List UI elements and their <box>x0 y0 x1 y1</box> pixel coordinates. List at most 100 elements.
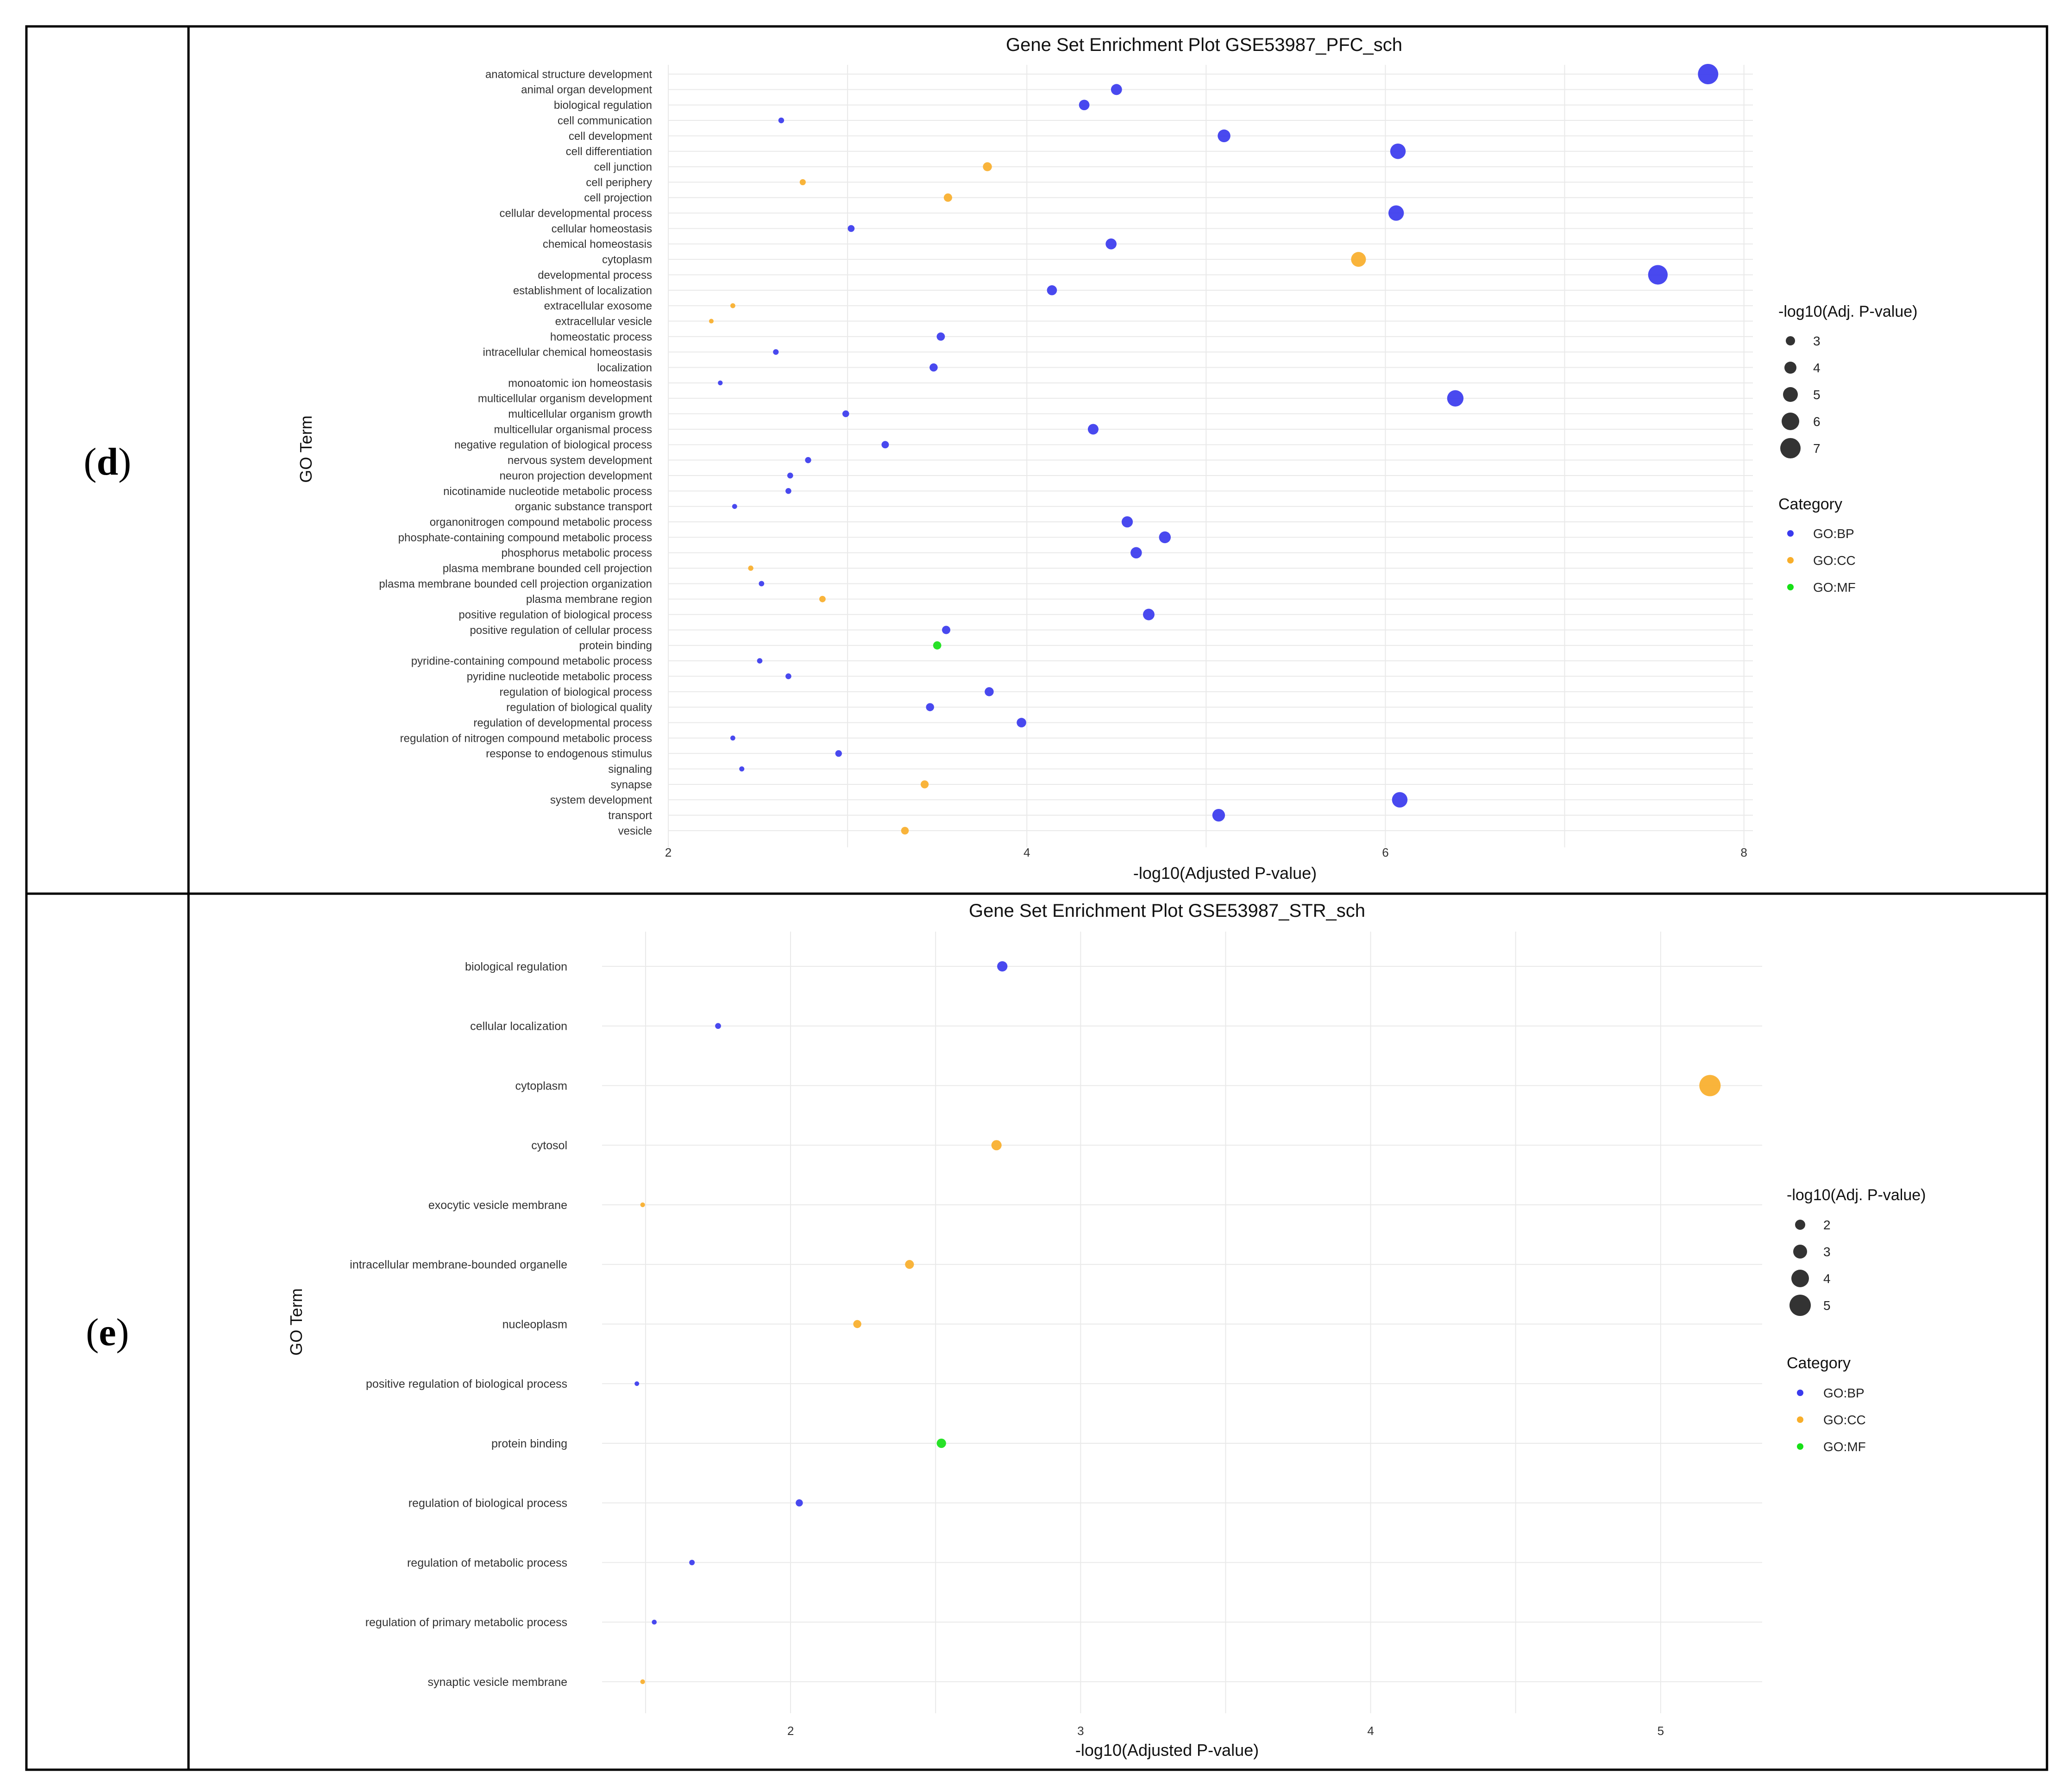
chart-str-color-legend-title: Category <box>1787 1354 1851 1372</box>
data-point <box>1351 252 1366 267</box>
y-tick-label: developmental process <box>538 269 652 282</box>
panel-label-d: (d) <box>84 440 132 483</box>
y-tick-label: nicotinamide nucleotide metabolic proces… <box>443 485 652 498</box>
y-tick-label: cell projection <box>584 192 652 204</box>
y-tick-label: plasma membrane bounded cell projection <box>443 563 652 575</box>
y-tick-label: pyridine nucleotide metabolic process <box>467 670 652 683</box>
chart-str-x-tick-labels: 2 3 4 5 <box>787 1724 1664 1738</box>
data-point <box>718 380 723 386</box>
data-point <box>1648 265 1668 285</box>
chart-str-grid <box>602 932 1762 1713</box>
y-tick-label: intracellular chemical homeostasis <box>483 346 652 359</box>
data-point <box>985 687 994 696</box>
y-tick-label: cellular developmental process <box>499 207 652 220</box>
data-point <box>881 441 889 449</box>
data-point <box>1087 424 1099 435</box>
chart-pfc-grid <box>668 65 1753 847</box>
y-tick-label: multicellular organism development <box>478 393 653 405</box>
chart-str-legend: -log10(Adj. P-value) 2 3 4 5 Category GO:BP… <box>1787 1186 1926 1454</box>
data-point <box>1143 608 1155 620</box>
data-point <box>773 349 779 355</box>
chart-pfc-y-axis-title: GO Term <box>296 415 315 482</box>
chart-pfc-y-tick-labels: anatomical structure development animal o… <box>379 68 652 837</box>
data-point <box>730 303 735 308</box>
data-point <box>920 780 929 789</box>
data-point <box>785 488 791 494</box>
y-tick-label: pyridine-containing compound metabolic p… <box>411 655 652 668</box>
chart-str-color-legend: GO:BP GO:CC GO:MF <box>1797 1386 1866 1454</box>
y-tick-label: multicellular organism growth <box>508 408 652 420</box>
y-tick-label: extracellular vesicle <box>555 315 652 328</box>
y-tick-label: system development <box>550 794 652 807</box>
chart-str-y-axis-title: GO Term <box>287 1288 306 1355</box>
chart-str-x-axis-title: -log10(Adjusted P-value) <box>1075 1741 1259 1760</box>
data-point <box>715 1023 721 1029</box>
y-tick-label: biological regulation <box>465 960 567 973</box>
data-point <box>1699 1075 1721 1096</box>
data-point <box>805 457 811 463</box>
size-legend-label: 6 <box>1813 414 1821 429</box>
category-legend-label: GO:MF <box>1823 1440 1866 1454</box>
y-tick-label: regulation of nitrogen compound metaboli… <box>400 732 652 745</box>
size-legend-label: 3 <box>1813 334 1821 348</box>
x-tick-label: 4 <box>1023 846 1030 859</box>
y-tick-label: extracellular exosome <box>544 300 652 313</box>
size-legend-label: 7 <box>1813 441 1821 456</box>
chart-str-title: Gene Set Enrichment Plot GSE53987_STR_sc… <box>969 901 1365 921</box>
data-point <box>799 179 806 185</box>
size-legend-swatch <box>1789 1295 1811 1316</box>
x-tick-label: 6 <box>1382 846 1388 859</box>
data-point <box>785 673 791 679</box>
data-point <box>709 319 714 324</box>
y-tick-label: neuron projection development <box>499 470 652 482</box>
size-legend-label: 5 <box>1813 388 1821 402</box>
data-point <box>936 1438 946 1448</box>
x-tick-label: 8 <box>1740 846 1747 859</box>
panel-label-e: (e) <box>86 1311 129 1354</box>
data-point <box>991 1140 1002 1151</box>
y-tick-label: biological regulation <box>554 99 652 112</box>
y-tick-label: positive regulation of cellular process <box>470 624 652 637</box>
chart-pfc-color-legend-title: Category <box>1778 495 1842 513</box>
chart-str-size-legend-title: -log10(Adj. P-value) <box>1787 1186 1926 1204</box>
data-point <box>1447 390 1464 407</box>
data-point <box>819 595 826 602</box>
category-legend-label: GO:CC <box>1823 1413 1866 1427</box>
y-tick-label: positive regulation of biological proces… <box>366 1378 567 1390</box>
data-point <box>1392 792 1408 808</box>
x-tick-label: 5 <box>1658 1724 1664 1738</box>
y-tick-label: regulation of developmental process <box>473 717 652 729</box>
data-point <box>652 1619 657 1625</box>
y-tick-label: cellular localization <box>470 1020 567 1033</box>
y-tick-label: synapse <box>611 778 652 791</box>
y-tick-label: plasma membrane bounded cell projection … <box>379 578 652 590</box>
chart-pfc-size-legend: 3 4 5 6 7 <box>1780 334 1821 458</box>
data-point <box>1388 205 1404 221</box>
y-tick-label: cytoplasm <box>602 254 652 266</box>
data-point <box>640 1202 645 1208</box>
size-legend-swatch <box>1791 1270 1809 1287</box>
y-tick-label: response to endogenous stimulus <box>486 748 652 760</box>
y-tick-label: homeostatic process <box>550 331 652 343</box>
data-point <box>1130 547 1142 559</box>
size-legend-label: 4 <box>1823 1271 1831 1286</box>
y-tick-label: organonitrogen compound metabolic proces… <box>430 516 652 528</box>
y-tick-label: regulation of biological process <box>408 1497 567 1510</box>
size-legend-swatch <box>1782 413 1799 430</box>
size-legend-swatch <box>1793 1245 1807 1259</box>
data-point <box>926 703 934 711</box>
y-tick-label: animal organ development <box>521 84 652 96</box>
y-tick-label: transport <box>608 809 652 822</box>
size-legend-label: 4 <box>1813 361 1821 375</box>
chart-pfc-x-tick-labels: 2 4 6 8 <box>665 846 1747 859</box>
data-point <box>835 750 842 757</box>
data-point <box>842 410 849 417</box>
size-legend-swatch <box>1786 336 1795 345</box>
data-point <box>778 117 785 124</box>
data-point <box>689 1560 695 1566</box>
category-legend-swatch <box>1797 1416 1803 1423</box>
x-tick-label: 2 <box>665 846 672 859</box>
data-point <box>1121 516 1133 528</box>
data-point <box>757 658 763 664</box>
